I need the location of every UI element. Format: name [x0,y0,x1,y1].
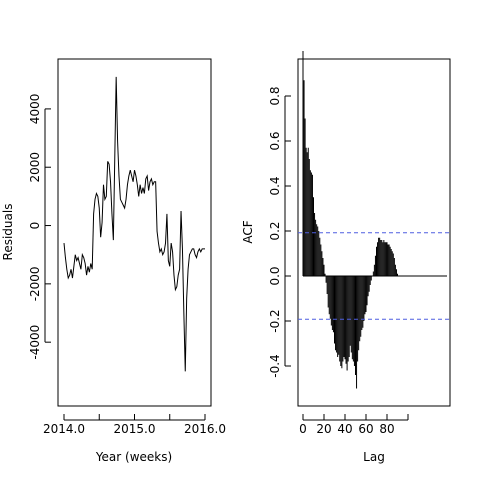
residuals-panel: 2014.0 2015.0 2016.0 -4000 -2000 0 2000 4000 Yea… [1,58,226,464]
acf-y-axis-label: ACF [241,220,255,243]
acf-y-tick-label: 0.6 [268,131,282,150]
residuals-y-tick-label: -4000 [28,325,42,360]
residuals-y-tick-label: 2000 [28,152,42,183]
acf-y-tick-label: 0.2 [268,221,282,240]
residuals-x-axis-label: Year (weeks) [95,450,172,464]
residuals-y-axis-label: Residuals [1,204,15,261]
residuals-y-tick-label: 4000 [28,94,42,125]
acf-y-tick-label: 0.8 [268,86,282,105]
residuals-plot-frame [57,58,212,407]
acf-y-tick-label: -0.4 [268,354,282,377]
acf-y-tick-label: 0.4 [268,176,282,195]
acf-x-tick-label: 80 [379,422,394,436]
acf-x-tick-label: 40 [337,422,352,436]
residuals-y-tick-label: -2000 [28,266,42,301]
residuals-y-tick-label: 0 [28,222,42,230]
residuals-x-tick-label: 2015.0 [114,422,156,436]
acf-x-tick-label: 60 [358,422,373,436]
residuals-x-tick-label: 2014.0 [43,422,85,436]
acf-x-tick-label: 20 [316,422,331,436]
acf-panel: 0 20 40 60 80 -0.4 -0.2 0.0 0.2 0.4 0.6 0.8 Lag ACF [241,51,451,464]
acf-y-tick-label: 0.0 [268,266,282,285]
residuals-series-line [63,76,205,372]
acf-y-tick-label: -0.2 [268,309,282,332]
residuals-x-tick-label: 2016.0 [184,422,226,436]
acf-x-tick-label: 0 [299,422,307,436]
acf-x-axis-label: Lag [363,450,385,464]
